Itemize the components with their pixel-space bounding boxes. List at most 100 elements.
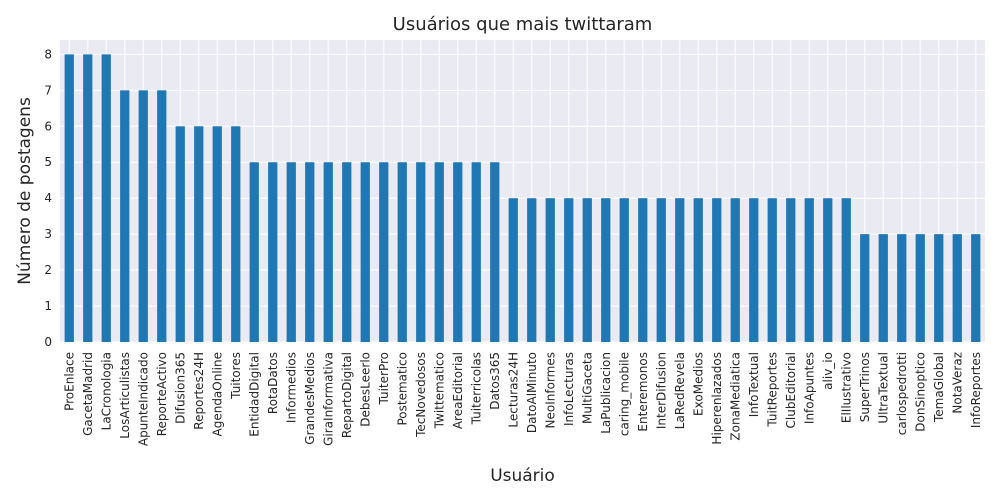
bar-NotaVeraz <box>952 234 962 342</box>
bar-LosArticulistas <box>120 90 130 342</box>
bar-Twittematico <box>434 162 444 342</box>
bar-LaRedRevela <box>675 198 685 342</box>
bar-ExoMedios <box>693 198 703 342</box>
y-tick-labels: 0 1 2 3 4 5 6 7 8 <box>44 47 52 349</box>
bar-Lecturas24H <box>508 198 518 342</box>
x-tick-labels: ProEnlace GacetaMadrid LaCronologia LosArti… <box>62 352 983 446</box>
bar-MultiGaceta <box>582 198 592 342</box>
bar-Difusion365 <box>175 126 185 343</box>
bar-LaPublicacion <box>601 198 611 342</box>
x-tick-label: SuperTrinos <box>858 352 872 422</box>
bar-ElIlustrativo <box>841 198 851 342</box>
bar-DonSinoptico <box>915 234 925 342</box>
x-tick-label: Twittematico <box>432 352 446 429</box>
bar-LaCronologia <box>101 54 111 342</box>
x-tick-label: RepartoDigital <box>340 352 354 438</box>
x-tick-label: aliv_io <box>821 352 835 390</box>
y-tick-label: 0 <box>44 335 52 349</box>
x-tick-label: LaRedRevela <box>673 352 687 429</box>
bar-Tuiterricolas <box>471 162 481 342</box>
x-tick-label: ApunteIndicado <box>136 352 150 446</box>
bar-GrandesMedios <box>305 162 315 342</box>
bar-Enteremonos <box>638 198 648 342</box>
x-tick-label: Enteremonos <box>636 352 650 432</box>
bar-AgendaOnline <box>212 126 222 343</box>
bar-RepartoDigital <box>342 162 352 342</box>
x-tick-label: GiraInformativa <box>321 352 335 446</box>
chart-title: Usuários que mais twittaram <box>393 14 653 35</box>
x-tick-label: AreaEditorial <box>451 352 465 429</box>
bar-ZonaMediatica <box>730 198 740 342</box>
bar-ApunteIndicado <box>138 90 148 342</box>
y-tick-label: 5 <box>44 155 52 169</box>
bar-RotaDatos <box>268 162 278 342</box>
x-tick-label: MultiGaceta <box>580 352 594 424</box>
bar-aliv_io <box>823 198 833 342</box>
bar-NeoInformes <box>545 198 555 342</box>
x-tick-label: caring_mobile <box>617 352 631 436</box>
bar-carlospedrotti <box>897 234 907 342</box>
x-tick-label: TemaGlobal <box>932 352 946 423</box>
bar-UltraTextual <box>878 234 888 342</box>
bar-InfoTextual <box>749 198 759 342</box>
x-tick-label: NotaVeraz <box>950 352 964 414</box>
x-tick-label: TecNovedosos <box>414 352 428 438</box>
x-tick-label: Postematico <box>395 352 409 426</box>
x-axis-label: Usuário <box>490 466 555 486</box>
x-tick-label: ZonaMediatica <box>728 352 742 441</box>
x-tick-label: Lecturas24H <box>506 352 520 428</box>
bar-Datos365 <box>490 162 500 342</box>
x-tick-label: carlospedrotti <box>895 352 909 435</box>
x-tick-label: TuitReportes <box>765 352 779 428</box>
bar-TuiterPro <box>379 162 389 342</box>
x-tick-label: DonSinoptico <box>913 352 927 432</box>
x-tick-label: Tuiterricolas <box>469 352 483 425</box>
x-tick-label: InfoReportes <box>969 352 983 428</box>
bars <box>64 54 981 343</box>
y-tick-label: 3 <box>44 227 52 241</box>
y-tick-label: 6 <box>44 119 52 133</box>
bar-Reportes24H <box>194 126 204 343</box>
x-tick-label: DebesLeerlo <box>358 352 372 427</box>
x-tick-label: RotaDatos <box>266 352 280 414</box>
bar-EntidadDigital <box>249 162 259 342</box>
y-tick-label: 4 <box>44 191 52 205</box>
x-tick-label: ExoMedios <box>691 352 705 416</box>
x-tick-label: LosArticulistas <box>118 352 132 439</box>
x-tick-label: LaCronologia <box>99 352 113 430</box>
x-tick-label: Hiperenlazados <box>710 352 724 445</box>
bar-DebesLeerlo <box>360 162 370 342</box>
x-tick-label: Datos365 <box>488 352 502 410</box>
x-tick-label: Tuitores <box>229 352 243 400</box>
bar-ClubEditorial <box>786 198 796 342</box>
y-axis-label: Número de postagens <box>15 97 35 285</box>
bar-ReporteActivo <box>157 90 167 342</box>
x-tick-label: ReporteActivo <box>155 352 169 436</box>
bar-InterDifusion <box>656 198 666 342</box>
bar-ProEnlace <box>64 54 74 342</box>
bar-Tuitores <box>231 126 241 343</box>
bar-Informedios <box>286 162 296 342</box>
x-tick-label: InfoApuntes <box>802 352 816 424</box>
x-tick-label: NeoInformes <box>543 352 557 428</box>
bar-Postematico <box>397 162 407 342</box>
bar-GacetaMadrid <box>83 54 93 342</box>
x-tick-label: UltraTextual <box>876 352 890 424</box>
x-tick-label: LaPublicacion <box>599 352 613 434</box>
x-tick-label: ProEnlace <box>62 352 76 411</box>
bar-InfoReportes <box>971 234 981 342</box>
x-tick-label: InfoLecturas <box>562 352 576 426</box>
y-tick-label: 1 <box>44 299 52 313</box>
x-tick-label: InfoTextual <box>747 352 761 417</box>
x-tick-label: TuiterPro <box>377 352 391 406</box>
x-tick-label: Reportes24H <box>192 352 206 430</box>
x-tick-label: InterDifusion <box>654 352 668 429</box>
x-tick-label: GrandesMedios <box>303 352 317 445</box>
x-tick-label: ElIlustrativo <box>839 352 853 423</box>
bar-InfoApuntes <box>804 198 814 342</box>
bar-AreaEditorial <box>453 162 463 342</box>
bar-Hiperenlazados <box>712 198 722 342</box>
bar-InfoLecturas <box>564 198 574 342</box>
x-tick-label: DatoAlMinuto <box>525 352 539 433</box>
